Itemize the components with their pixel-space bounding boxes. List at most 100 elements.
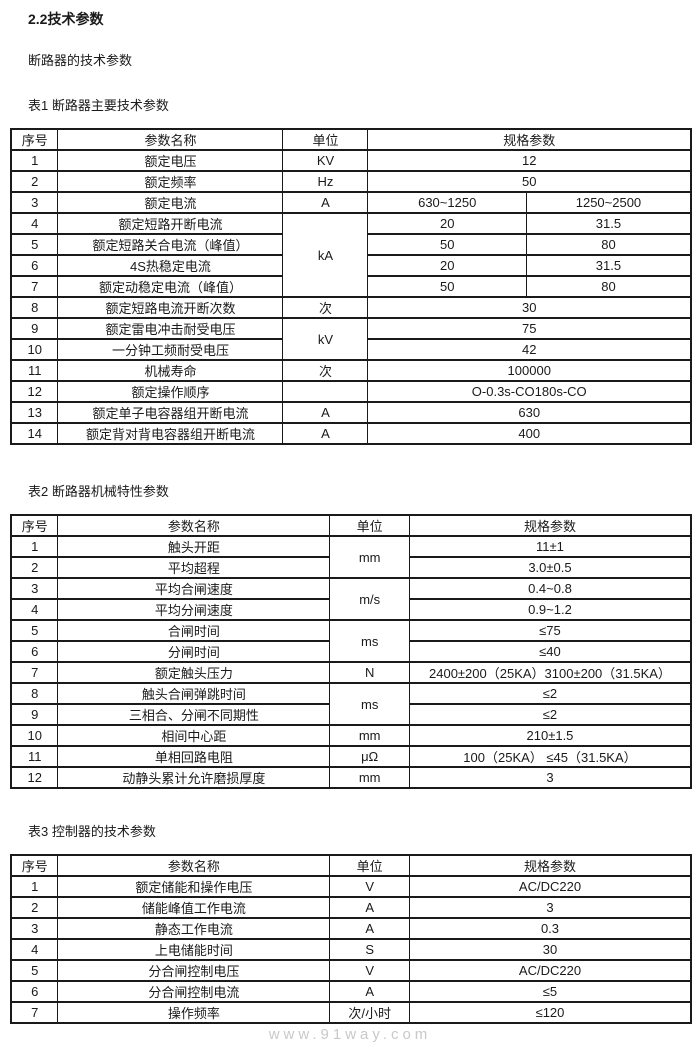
table-cell: 30 [367, 296, 692, 319]
table-cell: N [329, 661, 410, 684]
table-row: 6 4S热稳定电流 20 31.5 [10, 254, 692, 277]
table-cell: 400 [367, 422, 692, 445]
table-row: 12 动静头累计允许磨损厚度 mm 3 [10, 766, 692, 789]
table-row: 7 操作频率 次/小时 ≤120 [10, 1001, 692, 1024]
table-cell: ≤5 [408, 980, 692, 1003]
table-cell: 2 [10, 896, 59, 919]
table-cell: 静态工作电流 [57, 917, 331, 940]
table-cell: 10 [10, 338, 59, 361]
table-cell: 三相合、分闸不同期性 [57, 703, 331, 726]
table-cell: 平均超程 [57, 556, 331, 579]
table-cell: mm [329, 766, 410, 789]
table-row: 1 额定储能和操作电压 V AC/DC220 [10, 875, 692, 898]
table-cell: 13 [10, 401, 59, 424]
table-cell: 5 [10, 959, 59, 982]
table-row: 8 额定短路电流开断次数次 30 [10, 296, 692, 319]
table-row: 5 额定短路关合电流（峰值） 50 80 [10, 233, 692, 256]
table-cell: 3 [408, 896, 692, 919]
table-breaker-main-params: 序号 参数名称 单位 规格参数 1 额定电压 KV 12 2 额定频率 Hz 50 3 额定电流 A 630… [10, 128, 692, 445]
table-cell: 分闸时间 [57, 640, 331, 663]
table-cell: m/s [329, 577, 410, 621]
table-cell: 1 [10, 535, 59, 558]
table-cell: 0.4~0.8 [408, 577, 692, 600]
table-cell: 相间中心距 [57, 724, 331, 747]
table-cell: μΩ [329, 745, 410, 768]
table-cell: 14 [10, 422, 59, 445]
table-cell: AC/DC220 [408, 875, 692, 898]
table-cell: 额定储能和操作电压 [57, 875, 331, 898]
table-cell: 额定频率 [57, 170, 284, 193]
header-cell: 序号 [10, 514, 59, 537]
table-row: 3 平均合闸速度 m/s 0.4~0.8 [10, 577, 692, 621]
table3-caption: 表3 控制器的技术参数 [28, 824, 156, 839]
table1-caption: 表1 断路器主要技术参数 [28, 98, 169, 113]
table-cell: 额定雷电冲击耐受电压 [57, 317, 284, 340]
table-cell: 7 [10, 661, 59, 684]
table-cell: 3 [10, 577, 59, 600]
table-cell: 42 [367, 338, 692, 361]
table-cell: 平均合闸速度 [57, 577, 331, 600]
table-cell: 80 [525, 275, 692, 298]
table-cell: 11 [10, 359, 59, 382]
table3-body: 1 额定储能和操作电压 V AC/DC220 2 储能峰值工作电流 A 3 3 静态工作电流 A 0.… [10, 875, 692, 1024]
table-cell: 触头合闸弹跳时间 [57, 682, 331, 705]
table-cell: A [282, 191, 369, 214]
table-cell: AC/DC220 [408, 959, 692, 982]
table-row: 10 一分钟工频耐受电压 42 [10, 338, 692, 361]
table-cell: S [329, 938, 410, 961]
table-cell: 100（25KA） ≤45（31.5KA） [408, 745, 692, 768]
table-cell: 8 [10, 296, 59, 319]
table-cell: 动静头累计允许磨损厚度 [57, 766, 331, 789]
table-row: 序号 参数名称 单位 规格参数 [10, 128, 692, 151]
table-cell: A [329, 980, 410, 1003]
header-cell: 参数名称 [57, 128, 284, 151]
table-cell: 3 [408, 766, 692, 789]
table-cell: 6 [10, 254, 59, 277]
table-cell: 31.5 [525, 254, 692, 277]
table-cell: 12 [10, 380, 59, 403]
table-cell [282, 380, 369, 403]
table-cell: 9 [10, 317, 59, 340]
table-cell: 平均分闸速度 [57, 598, 331, 621]
table-cell: A [282, 422, 369, 445]
table-row: 3 静态工作电流 A 0.3 [10, 917, 692, 940]
table-cell: 额定触头压力 [57, 661, 331, 684]
table-cell: ≤75 [408, 619, 692, 642]
table-cell: 9 [10, 703, 59, 726]
table-cell: 10 [10, 724, 59, 747]
table-cell: Hz [282, 170, 369, 193]
header-cell: 序号 [10, 854, 59, 877]
header-cell: 规格参数 [408, 854, 692, 877]
table-cell: 额定短路开断电流 [57, 212, 284, 235]
table-cell: 630~1250 [367, 191, 527, 214]
table-cell: kA [282, 212, 369, 298]
header-cell: 单位 [329, 854, 410, 877]
table-cell: 次 [282, 359, 369, 382]
table-row: 12 额定操作顺序 O-0.3s-CO180s-CO [10, 380, 692, 403]
table-row: 序号 参数名称 单位 规格参数 [10, 854, 692, 877]
header-cell: 参数名称 [57, 854, 331, 877]
table-cell: 75 [367, 317, 692, 340]
table-cell: 次 [282, 296, 369, 319]
table-cell: 0.3 [408, 917, 692, 940]
table-row: 11 单相回路电阻 μΩ 100（25KA） ≤45（31.5KA） [10, 745, 692, 768]
table-cell: 50 [367, 170, 692, 193]
table1-header: 序号 参数名称 单位 规格参数 [10, 128, 692, 151]
table-cell: A [329, 917, 410, 940]
table-cell: mm [329, 724, 410, 747]
table-row: 10 相间中心距 mm 210±1.5 [10, 724, 692, 747]
table-row: 5 合闸时间 ms ≤75 [10, 619, 692, 663]
table-cell: 3 [10, 917, 59, 940]
table-cell: V [329, 959, 410, 982]
table-cell: 6 [10, 980, 59, 1003]
table-row: 序号 参数名称 单位 规格参数 [10, 514, 692, 537]
table-cell: 上电储能时间 [57, 938, 331, 961]
watermark: www.91way.com [268, 1026, 432, 1043]
section-subheading: 断路器的技术参数 [28, 53, 133, 68]
table-cell: 分合闸控制电流 [57, 980, 331, 1003]
table-cell: mm [329, 535, 410, 579]
table-cell: 3 [10, 191, 59, 214]
table-cell: 4 [10, 938, 59, 961]
table-cell: KV [282, 149, 369, 172]
table-cell: O-0.3s-CO180s-CO [367, 380, 692, 403]
